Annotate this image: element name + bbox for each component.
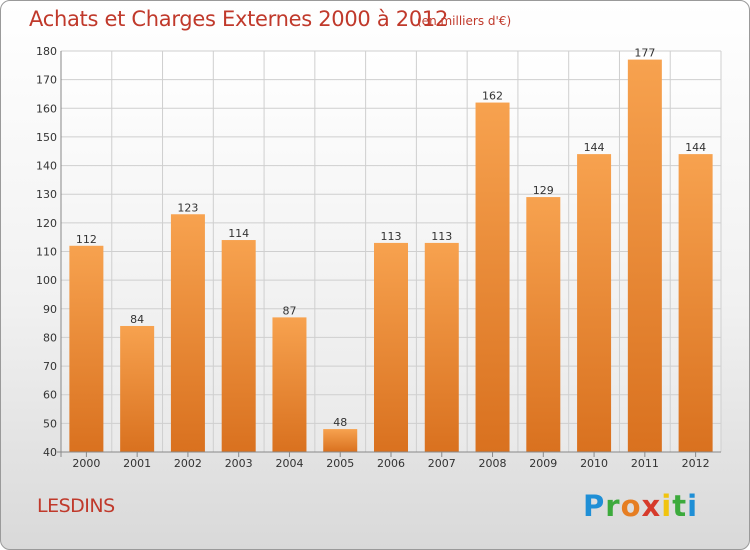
data-label: 87 (282, 304, 296, 317)
y-tick-label: 120 (36, 217, 57, 230)
x-tick-label: 2009 (529, 457, 557, 470)
data-label: 177 (634, 47, 655, 60)
data-label: 112 (76, 233, 97, 246)
x-tick-label: 2012 (682, 457, 710, 470)
x-tick-label: 2011 (631, 457, 659, 470)
y-tick-label: 170 (36, 74, 57, 87)
y-tick-label: 80 (43, 331, 57, 344)
bar (577, 154, 612, 452)
bar (69, 245, 104, 452)
chart-subtitle: (en milliers d'€) (417, 14, 512, 28)
bar (627, 59, 662, 452)
y-tick-label: 140 (36, 160, 57, 173)
data-label: 162 (482, 90, 503, 103)
x-tick-label: 2001 (123, 457, 151, 470)
commune-name: LESDINS (37, 495, 115, 517)
bar (272, 317, 307, 452)
x-tick-label: 2000 (72, 457, 100, 470)
x-tick-label: 2003 (225, 457, 253, 470)
y-tick-label: 160 (36, 102, 57, 115)
data-label: 123 (177, 201, 198, 214)
data-label: 84 (130, 313, 144, 326)
x-tick-label: 2004 (275, 457, 303, 470)
data-label: 144 (584, 141, 605, 154)
y-tick-label: 130 (36, 188, 57, 201)
proxiti-logo: Proxiti (583, 489, 699, 523)
y-tick-label: 70 (43, 360, 57, 373)
bar (526, 197, 561, 452)
y-tick-label: 50 (43, 417, 57, 430)
x-tick-label: 2007 (428, 457, 456, 470)
data-label: 113 (381, 230, 402, 243)
y-tick-label: 40 (43, 446, 57, 459)
y-tick-label: 90 (43, 303, 57, 316)
bar (170, 214, 205, 452)
bar (120, 325, 155, 452)
x-tick-label: 2008 (479, 457, 507, 470)
data-label: 113 (431, 230, 452, 243)
x-tick-label: 2005 (326, 457, 354, 470)
bar (221, 240, 256, 452)
chart-title: Achats et Charges Externes 2000 à 2012 (29, 7, 449, 31)
y-tick-label: 180 (36, 45, 57, 58)
bar (678, 154, 713, 452)
x-tick-label: 2002 (174, 457, 202, 470)
bar (323, 429, 358, 452)
data-label: 48 (333, 416, 347, 429)
data-label: 144 (685, 141, 706, 154)
x-tick-label: 2010 (580, 457, 608, 470)
y-tick-label: 110 (36, 246, 57, 259)
bar (424, 242, 459, 452)
data-label: 114 (228, 227, 249, 240)
x-tick-label: 2006 (377, 457, 405, 470)
data-label: 129 (533, 184, 554, 197)
y-tick-label: 150 (36, 131, 57, 144)
y-tick-label: 60 (43, 389, 57, 402)
bar (374, 242, 408, 452)
bar (475, 102, 510, 453)
y-tick-label: 100 (36, 274, 57, 287)
